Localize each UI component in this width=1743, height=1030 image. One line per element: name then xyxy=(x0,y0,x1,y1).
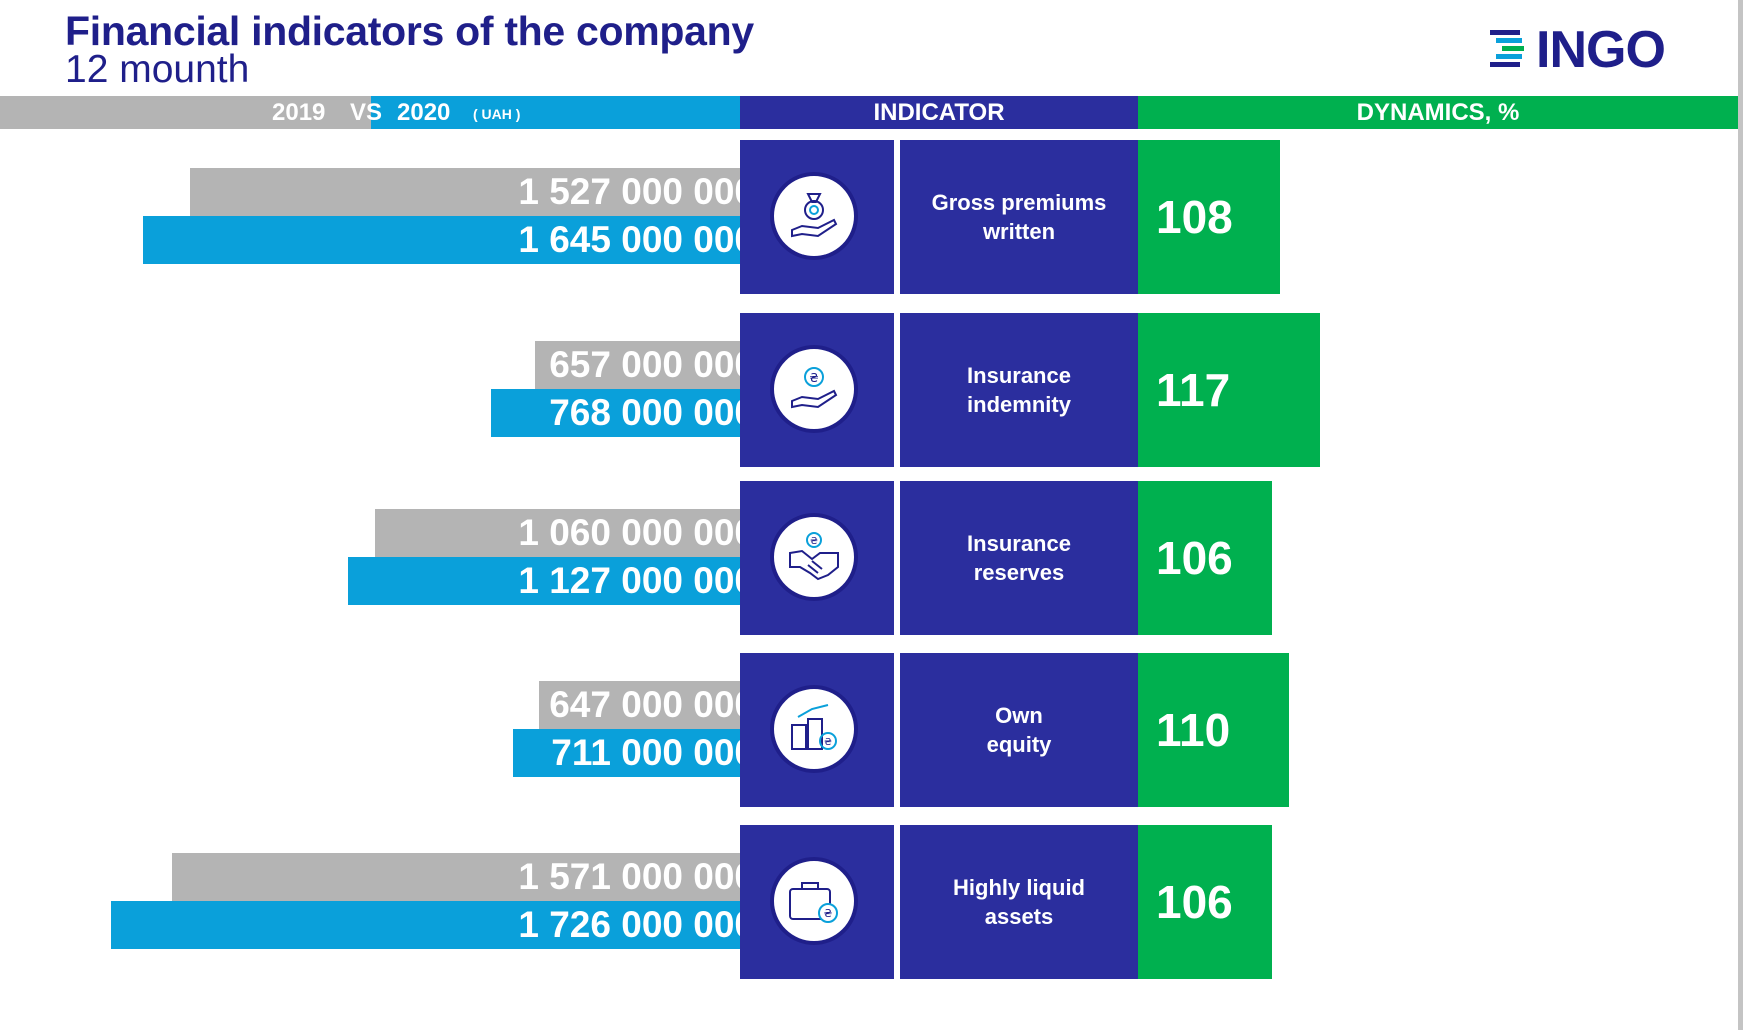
briefcase-coin-icon: ₴ xyxy=(770,857,858,945)
icon-panel: ₴ xyxy=(740,313,894,467)
ingo-logo-icon xyxy=(1490,30,1524,67)
bar-2019: 1 527 000 000 xyxy=(190,168,795,216)
indicator-label-line1: Gross premiums xyxy=(931,190,1107,215)
year-comparison-header: 2019 VS 2020 ( UAH ) xyxy=(0,96,740,129)
icon-panel: ₴ xyxy=(740,653,894,807)
indicator-label-line1: Insurance xyxy=(967,531,1071,556)
page-subtitle: 12 mounth xyxy=(65,48,250,91)
indicator-label-line2: indemnity xyxy=(967,392,1071,417)
bar-2019: 1 571 000 000 xyxy=(172,853,795,901)
coin-hand-icon: ₴ xyxy=(770,345,858,433)
coin-stack-growth-icon: ₴ xyxy=(770,685,858,773)
indicator-label: Highly liquid assets xyxy=(900,825,1138,979)
indicator-row: 657 000 000 768 000 000 ₴ Insurance indemnit… xyxy=(0,313,1743,467)
indicator-label: Own equity xyxy=(900,653,1138,807)
year-cur-label: 2020 xyxy=(397,99,451,126)
indicator-row: 1 527 000 000 1 645 000 000 Gross premiums… xyxy=(0,140,1743,294)
indicator-row: 1 060 000 000 1 127 000 000 ₴ Insurance rese… xyxy=(0,481,1743,635)
dynamics-value: 106 xyxy=(1138,825,1272,979)
dynamics-value: 110 xyxy=(1138,653,1289,807)
currency-label: ( UAH ) xyxy=(473,106,521,122)
page-edge xyxy=(1738,0,1743,1030)
indicator-label-line2: equity xyxy=(986,732,1052,757)
dynamics-value: 108 xyxy=(1138,140,1280,294)
indicator-row: 1 571 000 000 1 726 000 000 ₴ Highly liquid… xyxy=(0,825,1743,979)
indicator-label-line1: Own xyxy=(995,703,1043,728)
indicator-header: INDICATOR xyxy=(740,96,1138,129)
indicator-label: Insurance indemnity xyxy=(900,313,1138,467)
bar-2020: 1 645 000 000 xyxy=(143,216,795,264)
money-bag-hand-icon xyxy=(770,172,858,260)
dynamics-value: 117 xyxy=(1138,313,1320,467)
svg-text:₴: ₴ xyxy=(824,737,832,748)
indicator-row: 647 000 000 711 000 000 ₴ Own equity 110 xyxy=(0,653,1743,807)
indicator-label-line2: assets xyxy=(984,904,1054,929)
bar-2020: 1 726 000 000 xyxy=(111,901,795,949)
svg-text:₴: ₴ xyxy=(824,907,833,920)
dynamics-value: 106 xyxy=(1138,481,1272,635)
indicator-label: Gross premiums written xyxy=(900,140,1138,294)
logo-text: INGO xyxy=(1536,21,1666,79)
year-prev-label: 2019 xyxy=(272,99,326,126)
svg-text:₴: ₴ xyxy=(810,536,818,547)
dynamics-header: DYNAMICS, % xyxy=(1138,96,1738,129)
indicator-label-line2: written xyxy=(982,219,1056,244)
indicator-label-line1: Insurance xyxy=(967,363,1071,388)
icon-panel: ₴ xyxy=(740,481,894,635)
page-title: Financial indicators of the company xyxy=(65,8,754,54)
indicator-label-line1: Highly liquid xyxy=(953,875,1085,900)
indicator-label-line2: reserves xyxy=(973,560,1065,585)
icon-panel xyxy=(740,140,894,294)
svg-text:₴: ₴ xyxy=(809,371,818,385)
icon-panel: ₴ xyxy=(740,825,894,979)
company-logo: INGO xyxy=(1488,20,1688,80)
indicator-label: Insurance reserves xyxy=(900,481,1138,635)
vs-label: VS xyxy=(350,99,383,126)
bar-2019: 1 060 000 000 xyxy=(375,509,795,557)
bar-2020: 1 127 000 000 xyxy=(348,557,795,605)
handshake-icon: ₴ xyxy=(770,513,858,601)
